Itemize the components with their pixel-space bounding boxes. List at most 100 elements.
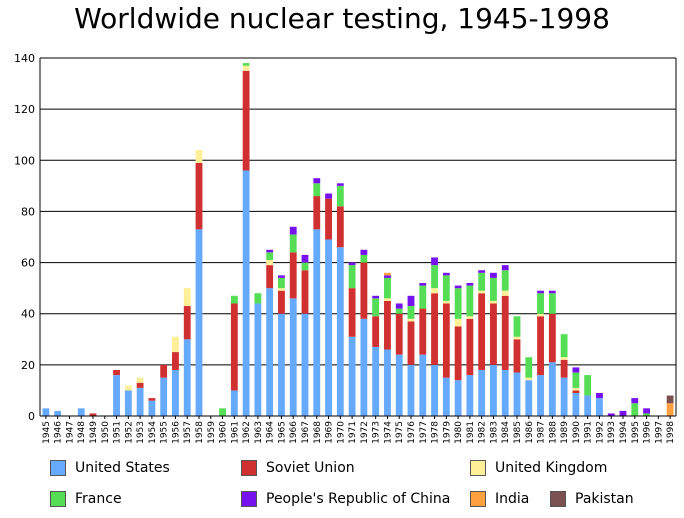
bar-segment — [254, 293, 262, 304]
x-tick-label: 1994 — [619, 421, 629, 444]
legend-label: India — [495, 491, 530, 507]
x-tick-label: 1997 — [654, 421, 664, 444]
bar-segment — [384, 298, 391, 301]
bar-segment — [336, 183, 344, 186]
bar-segment — [548, 290, 556, 294]
bar-segment — [136, 377, 144, 383]
bar-segment — [442, 275, 450, 301]
bar-segment — [289, 226, 297, 235]
bar-segment — [148, 400, 156, 416]
bar-segment — [478, 270, 486, 273]
bar-segment — [42, 408, 50, 416]
bar-segment — [136, 382, 144, 388]
bar-segment — [360, 262, 368, 319]
bar-segment — [537, 316, 544, 376]
x-tick-label: 1946 — [54, 421, 64, 444]
bar-segment — [348, 265, 356, 289]
gridlines — [40, 57, 676, 417]
legend-swatch — [470, 491, 486, 507]
bar-segment — [666, 395, 674, 404]
bar-segment — [619, 410, 627, 416]
bar-segment — [77, 408, 85, 416]
bar-segment — [360, 318, 368, 416]
bar-segment — [442, 303, 450, 378]
bar-segment — [537, 313, 544, 317]
legend-item: Pakistan — [550, 489, 634, 509]
y-tick-label: 40 — [21, 308, 35, 321]
bar-segment — [230, 303, 238, 391]
bar-segment — [407, 318, 415, 322]
bar-segment — [266, 288, 274, 416]
bar-segment — [442, 377, 450, 416]
x-tick-label: 1978 — [431, 421, 441, 444]
bar-segment — [395, 354, 403, 416]
bar-segment — [395, 303, 403, 309]
bar-segment — [395, 313, 403, 355]
x-tick-label: 1974 — [383, 421, 393, 444]
legend-label: Pakistan — [575, 491, 634, 507]
bar-segment — [325, 198, 332, 240]
bar-segment — [501, 265, 509, 271]
bar-segment — [230, 390, 238, 416]
x-tick-label: 1972 — [360, 421, 370, 444]
bar-segment — [313, 183, 321, 197]
bar-segment — [289, 234, 297, 253]
bar-segment — [537, 290, 544, 294]
bar-segment — [478, 369, 486, 416]
bar-segment — [278, 290, 285, 314]
bar-segment — [572, 390, 580, 393]
bar-segment — [407, 295, 415, 307]
bar-segment — [148, 398, 156, 401]
bar-segment — [325, 239, 332, 416]
bar-segment — [490, 277, 497, 301]
bar-segment — [219, 408, 226, 416]
x-tick-label: 1968 — [313, 421, 323, 444]
x-tick-label: 1986 — [525, 421, 535, 444]
bar-segment — [325, 193, 332, 199]
bar-segment — [278, 288, 285, 291]
bar-segment — [478, 272, 486, 291]
bar-segment — [242, 63, 250, 66]
legend-item: United States — [50, 458, 170, 478]
x-tick-label: 1965 — [277, 421, 287, 444]
x-tick-label: 1976 — [407, 421, 417, 444]
bar-segment — [584, 395, 592, 416]
bar-segment — [466, 283, 474, 286]
bar-segment — [501, 295, 509, 370]
x-tick-label: 1951 — [113, 421, 123, 444]
x-tick-label: 1958 — [195, 421, 205, 444]
bar-segment — [454, 326, 462, 381]
x-tick-label: 1950 — [101, 421, 111, 444]
bar-segment — [431, 293, 438, 365]
bar-segment — [631, 398, 639, 404]
legend-label: United States — [75, 460, 170, 476]
x-tick-label: 1988 — [548, 421, 558, 444]
bar-segment — [454, 318, 462, 327]
bar-segment — [301, 262, 309, 271]
bar-segment — [525, 377, 533, 381]
x-tick-label: 1949 — [89, 421, 99, 444]
bar-segment — [360, 254, 368, 263]
x-tick-label: 1953 — [136, 421, 146, 444]
bar-segment — [572, 392, 580, 416]
bar-segment — [301, 270, 309, 314]
bar-segment — [548, 293, 556, 314]
y-tick-label: 60 — [21, 257, 35, 270]
bar-segment — [407, 321, 415, 365]
chart-title: Worldwide nuclear testing, 1945-1998 — [74, 2, 610, 35]
bar-segment — [560, 377, 568, 416]
bar-segment — [183, 306, 191, 340]
bar-segment — [289, 298, 297, 416]
bar-segment — [419, 283, 427, 286]
bar-segment — [372, 298, 380, 317]
bar-segment — [442, 272, 450, 276]
bar-segment — [490, 300, 497, 304]
bar-segment — [172, 336, 179, 353]
bar-segment — [336, 206, 344, 248]
x-tick-label: 1987 — [537, 421, 547, 444]
bar-segment — [313, 229, 321, 416]
bars — [42, 63, 674, 416]
x-tick-label: 1975 — [395, 421, 405, 444]
bar-segment — [384, 275, 391, 278]
